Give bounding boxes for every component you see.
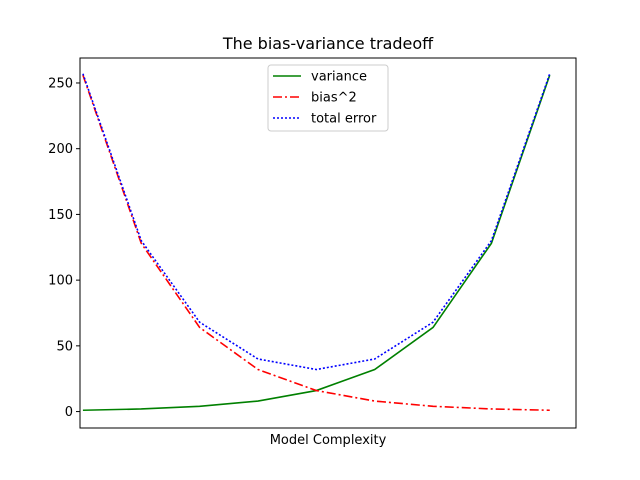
series-line-1 [82, 74, 550, 412]
y-tick-label-2: 100 [48, 274, 73, 289]
y-tick-label-1: 50 [56, 339, 73, 354]
series-line-2 [82, 73, 551, 371]
legend-box [267, 64, 389, 132]
y-tick-label-4: 200 [48, 142, 73, 157]
legend-label-1: bias^2 [311, 91, 357, 106]
y-axis: 0 50 100 150 200 250 [48, 76, 80, 420]
chart-title: The bias-variance tradeoff [222, 34, 434, 53]
y-tick-label-3: 150 [48, 208, 73, 223]
y-tick-label-5: 250 [48, 76, 73, 91]
y-tick-label-0: 0 [65, 405, 73, 420]
legend-label-0: variance [311, 70, 367, 85]
legend-label-2: total error [311, 112, 377, 127]
axes-frame [79, 57, 577, 429]
plot-area [82, 73, 551, 412]
x-axis-label: Model Complexity [270, 433, 387, 448]
legend: variance bias^2 total error [267, 64, 389, 132]
